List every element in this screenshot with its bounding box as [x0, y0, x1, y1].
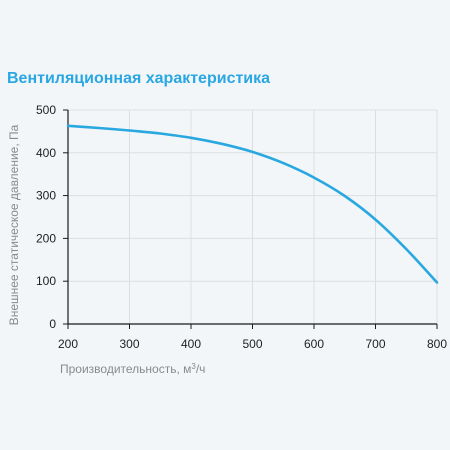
y-tick-label-300: 300 — [36, 189, 56, 203]
x-tick-label-700: 700 — [365, 337, 385, 351]
x-tick-label-300: 300 — [119, 337, 139, 351]
series-group — [66, 124, 439, 284]
tick-labels: 200 300 400 500 600 700 800 0 100 200 300 400 500 — [36, 103, 447, 351]
y-axis-label: Внешнее статическое давление, Па — [7, 124, 21, 325]
series-line-0 — [66, 124, 439, 284]
x-axis-label-tail: /ч — [196, 362, 206, 376]
x-tick-label-600: 600 — [304, 337, 324, 351]
y-tick-label-400: 400 — [36, 146, 56, 160]
y-tick-label-0: 0 — [49, 317, 56, 331]
x-tick-label-400: 400 — [181, 337, 201, 351]
chart-title: Вентиляционная характеристика — [7, 70, 271, 87]
x-axis-label-main: Производительность, м — [60, 362, 191, 376]
y-tick-label-100: 100 — [36, 274, 56, 288]
grid — [68, 109, 438, 324]
x-tick-label-800: 800 — [427, 337, 447, 351]
x-tick-label-200: 200 — [58, 337, 78, 351]
x-tick-label-500: 500 — [242, 337, 262, 351]
y-tick-label-500: 500 — [36, 103, 56, 117]
x-axis-label: Производительность, м3/ч — [60, 362, 205, 377]
y-tick-label-200: 200 — [36, 231, 56, 245]
axes — [63, 109, 438, 329]
x-axis-label-sup: 3 — [191, 362, 196, 371]
